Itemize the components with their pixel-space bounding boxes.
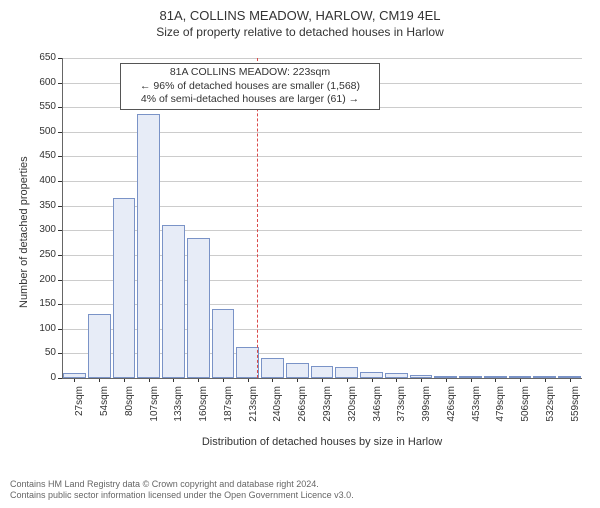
x-tick-label: 107sqm [149, 386, 160, 436]
histogram-bar [212, 309, 235, 378]
histogram-bar [187, 238, 210, 378]
y-tick-label: 150 [28, 298, 56, 309]
x-tick-label: 27sqm [74, 386, 85, 436]
x-tick-label: 559sqm [570, 386, 581, 436]
x-axis-title: Distribution of detached houses by size … [62, 436, 582, 448]
histogram-bar [311, 366, 334, 378]
x-tick-label: 479sqm [495, 386, 506, 436]
y-tick-label: 450 [28, 150, 56, 161]
x-tick-label: 320sqm [347, 386, 358, 436]
footer-text: Contains HM Land Registry data © Crown c… [10, 479, 354, 502]
x-tick-label: 80sqm [124, 386, 135, 436]
x-tick-label: 293sqm [322, 386, 333, 436]
annotation-line2: ← 96% of detached houses are smaller (1,… [127, 80, 373, 94]
annotation-box: 81A COLLINS MEADOW: 223sqm ← 96% of deta… [120, 63, 380, 110]
histogram-bar [236, 347, 259, 378]
histogram-bar [137, 114, 160, 378]
histogram-bar [113, 198, 136, 378]
y-tick-label: 400 [28, 175, 56, 186]
x-tick-label: 160sqm [198, 386, 209, 436]
histogram-bar [88, 314, 111, 378]
x-tick-label: 266sqm [297, 386, 308, 436]
histogram-bar [286, 363, 309, 378]
x-tick-label: 373sqm [396, 386, 407, 436]
x-tick-label: 133sqm [173, 386, 184, 436]
y-tick-label: 300 [28, 224, 56, 235]
y-tick-label: 350 [28, 200, 56, 211]
annotation-line1: 81A COLLINS MEADOW: 223sqm [127, 66, 373, 80]
y-tick-label: 650 [28, 52, 56, 63]
x-tick-label: 426sqm [446, 386, 457, 436]
chart-container: 81A, COLLINS MEADOW, HARLOW, CM19 4EL Si… [0, 8, 600, 508]
x-tick-label: 506sqm [520, 386, 531, 436]
y-tick-label: 600 [28, 77, 56, 88]
y-tick-label: 500 [28, 126, 56, 137]
y-tick-label: 550 [28, 101, 56, 112]
chart-subtitle: Size of property relative to detached ho… [0, 25, 600, 39]
x-tick-label: 187sqm [223, 386, 234, 436]
y-tick-label: 100 [28, 323, 56, 334]
histogram-bar [162, 225, 185, 378]
y-tick-label: 250 [28, 249, 56, 260]
histogram-bar [261, 358, 284, 378]
y-tick-label: 50 [28, 347, 56, 358]
footer-line2: Contains public sector information licen… [10, 490, 354, 502]
chart-title: 81A, COLLINS MEADOW, HARLOW, CM19 4EL [0, 8, 600, 23]
x-tick-label: 213sqm [248, 386, 259, 436]
x-tick-label: 240sqm [272, 386, 283, 436]
y-tick-label: 0 [28, 372, 56, 383]
x-tick-label: 54sqm [99, 386, 110, 436]
annotation-line3: 4% of semi-detached houses are larger (6… [127, 93, 373, 107]
x-tick-label: 532sqm [545, 386, 556, 436]
footer-line1: Contains HM Land Registry data © Crown c… [10, 479, 354, 491]
x-tick-label: 453sqm [471, 386, 482, 436]
x-tick-label: 346sqm [372, 386, 383, 436]
histogram-bar [335, 367, 358, 378]
x-tick-label: 399sqm [421, 386, 432, 436]
y-tick-label: 200 [28, 274, 56, 285]
